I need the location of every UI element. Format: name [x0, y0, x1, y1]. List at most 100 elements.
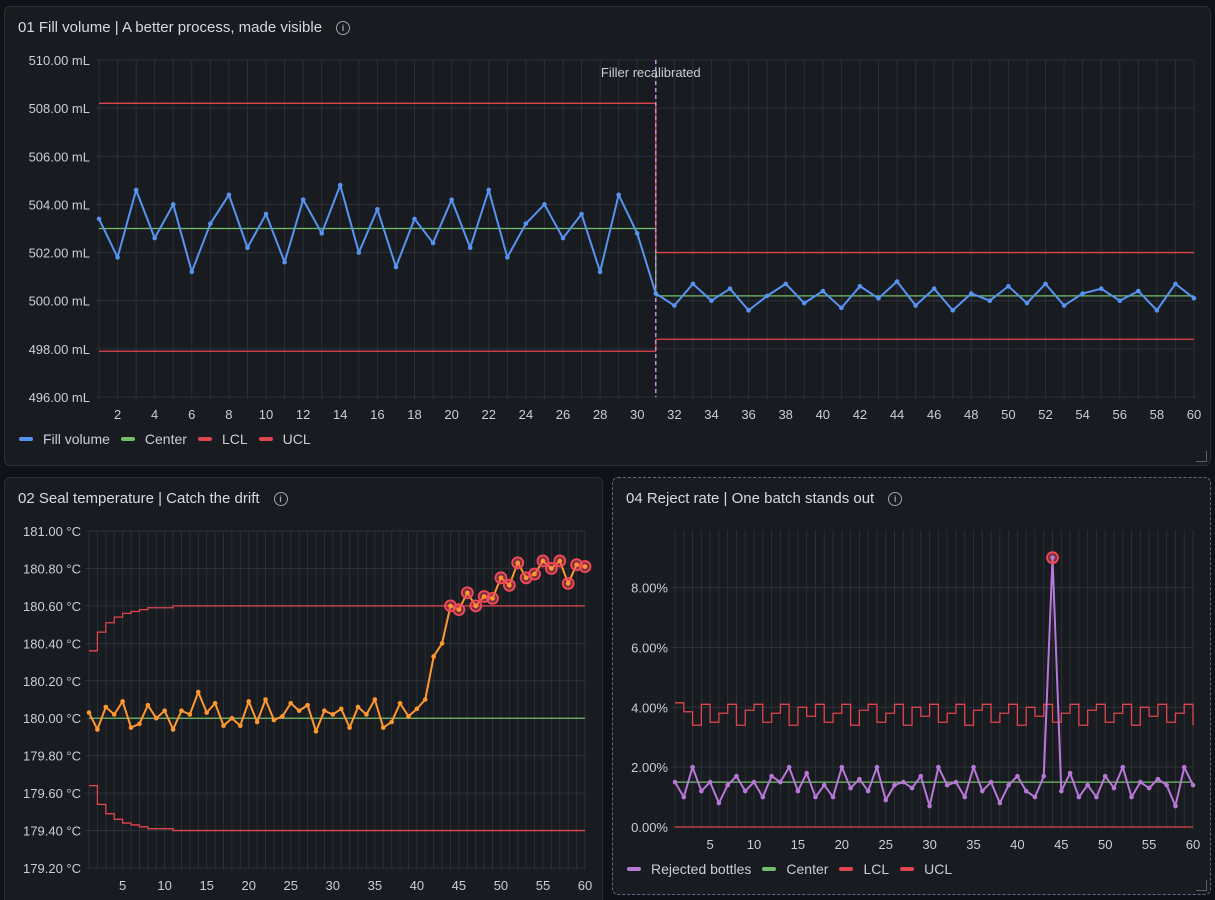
data-point	[313, 729, 319, 734]
data-point	[801, 300, 807, 306]
data-point	[751, 779, 757, 785]
data-point	[653, 291, 659, 296]
x-tick-label: 35	[368, 878, 382, 893]
data-point	[574, 562, 579, 567]
x-tick-label: 12	[296, 407, 310, 422]
resize-handle[interactable]	[1196, 880, 1207, 891]
data-point	[507, 582, 512, 588]
data-point	[1076, 794, 1082, 800]
data-point	[987, 298, 993, 304]
data-point	[246, 699, 252, 704]
panel-title[interactable]: 01 Fill volume | A better process, made …	[18, 19, 351, 36]
fill-volume-chart[interactable]: 2 4 6 8 10 12 14 16 18 20 22 24 26 28 30 32 34 36 38 40 42 44…	[5, 7, 1211, 466]
data-point	[1050, 555, 1055, 560]
data-point	[716, 800, 722, 806]
data-point	[1136, 288, 1141, 294]
x-tick-label: 42	[853, 407, 867, 422]
lcl-line	[89, 784, 585, 832]
legend-item[interactable]: LCL	[197, 431, 248, 447]
legend-item[interactable]: Fill volume	[19, 431, 110, 447]
y-tick-label: 496.00 mL	[29, 390, 90, 405]
info-circle-icon[interactable]: i	[273, 491, 288, 506]
data-point	[540, 558, 546, 564]
data-point	[1138, 779, 1143, 785]
reject-rate-panel[interactable]: 04 Reject rate | One batch stands out i …	[612, 477, 1211, 895]
data-point	[189, 269, 195, 275]
info-circle-icon[interactable]: i	[336, 20, 351, 35]
data-point	[229, 715, 235, 721]
x-tick-label: 45	[452, 878, 466, 893]
legend-item[interactable]: Center	[762, 861, 828, 877]
legend-label: UCL	[924, 861, 953, 877]
data-point	[412, 216, 417, 222]
data-point	[187, 712, 193, 717]
y-tick-label: 498.00 mL	[29, 342, 90, 357]
x-tick-label: 18	[407, 407, 421, 422]
data-point	[282, 259, 287, 265]
data-point	[532, 571, 537, 577]
data-point	[226, 192, 232, 198]
seal-temperature-chart[interactable]: 5 10 15 20 25 30 35 40 45 50 55 60 179.20 °C 179.40 °…	[5, 478, 603, 900]
x-tick-label: 30	[326, 878, 340, 893]
y-tick-label: 179.80 °C	[23, 749, 81, 764]
data-point	[380, 725, 386, 730]
data-point	[839, 764, 845, 770]
data-point	[936, 764, 941, 770]
data-point	[874, 764, 880, 770]
x-tick-label: 50	[1098, 837, 1112, 852]
data-point	[783, 281, 788, 287]
data-point	[111, 712, 117, 717]
data-point	[968, 291, 974, 296]
x-tick-label: 26	[556, 407, 570, 422]
x-tick-label: 50	[1001, 407, 1015, 422]
x-tick-label: 46	[927, 407, 941, 422]
legend-item[interactable]: Rejected bottles	[627, 861, 751, 877]
data-point	[918, 773, 924, 779]
data-point	[280, 714, 285, 719]
legend-label: LCL	[863, 861, 890, 877]
x-tick-label: 10	[157, 878, 171, 893]
legend-swatch	[258, 437, 273, 441]
resize-handle[interactable]	[1196, 451, 1207, 462]
legend-item[interactable]: Center	[120, 431, 187, 447]
panel-title[interactable]: 04 Reject rate | One batch stands out i	[626, 490, 903, 507]
x-tick-label: 60	[1186, 837, 1200, 852]
legend-item[interactable]: LCL	[839, 861, 889, 877]
y-tick-label: 500.00 mL	[29, 294, 90, 309]
series-line	[674, 556, 1194, 808]
legend-item[interactable]: UCL	[258, 431, 311, 447]
x-tick-label: 2	[114, 407, 121, 422]
data-point	[288, 700, 294, 706]
data-point	[406, 714, 411, 719]
x-tick-label: 36	[741, 407, 755, 422]
reject-rate-chart[interactable]: 5 10 15 20 25 30 35 40 45 50 55 60 0.00% 2.00% 4.00% 6.…	[613, 478, 1211, 895]
data-point	[1067, 770, 1073, 776]
data-point	[393, 264, 399, 270]
data-point	[1043, 281, 1048, 287]
seal-temperature-panel[interactable]: 02 Seal temperature | Catch the drift i …	[4, 477, 603, 900]
y-tick-label: 510.00 mL	[29, 53, 90, 68]
data-point	[356, 250, 362, 255]
data-point	[1191, 296, 1197, 301]
x-tick-label: 20	[444, 407, 458, 422]
y-tick-label: 180.20 °C	[23, 674, 81, 689]
x-tick-label: 54	[1075, 407, 1089, 422]
data-point	[505, 255, 510, 260]
data-point	[254, 719, 260, 725]
data-point	[690, 281, 696, 287]
fill-volume-panel[interactable]: 01 Fill volume | A better process, made …	[4, 6, 1211, 466]
legend-swatch	[839, 867, 854, 871]
legend-label: Rejected bottles	[651, 861, 752, 877]
x-tick-label: 25	[284, 878, 298, 893]
data-point	[795, 788, 801, 794]
data-point	[338, 706, 344, 712]
panel-title-text: 02 Seal temperature | Catch the drift	[18, 490, 260, 507]
data-point	[170, 202, 176, 207]
panel-title[interactable]: 02 Seal temperature | Catch the drift i	[18, 490, 288, 507]
data-point	[103, 704, 109, 710]
x-tick-label: 28	[593, 407, 607, 422]
data-point	[1061, 303, 1067, 308]
info-circle-icon[interactable]: i	[888, 491, 903, 506]
data-point	[238, 723, 243, 729]
legend-item[interactable]: UCL	[900, 861, 952, 877]
